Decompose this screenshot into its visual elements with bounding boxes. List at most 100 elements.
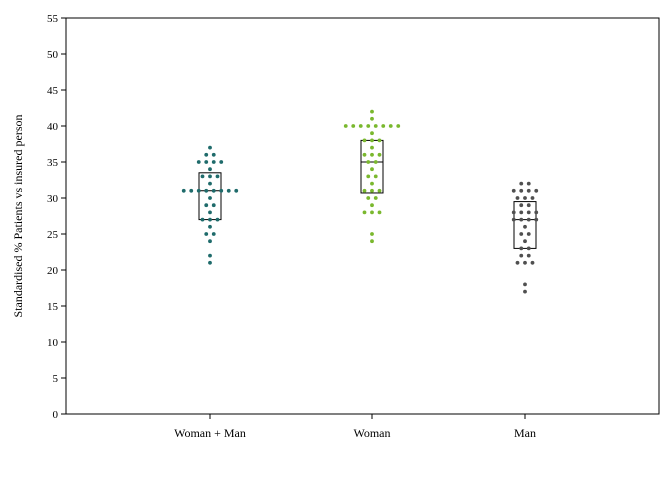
category-group: [181, 145, 239, 265]
data-point: [388, 124, 393, 128]
data-point: [200, 174, 205, 179]
data-point: [534, 210, 539, 215]
data-point: [358, 124, 363, 128]
data-point: [370, 138, 374, 143]
data-point: [219, 188, 224, 193]
data-point: [370, 167, 374, 172]
data-point: [526, 181, 531, 186]
data-point: [523, 239, 527, 244]
category-group: [343, 109, 401, 244]
data-point: [204, 203, 209, 208]
data-point: [234, 188, 239, 193]
data-point: [526, 253, 531, 258]
y-tick-label: 5: [53, 373, 59, 385]
data-point: [351, 124, 356, 128]
data-point: [519, 253, 524, 258]
data-point: [526, 217, 531, 222]
data-point: [219, 160, 224, 164]
data-point: [519, 217, 524, 222]
y-axis: 0 5 10 15 20 25 30 35 40 45 50 55: [47, 13, 66, 421]
data-point: [519, 232, 524, 236]
data-point: [204, 160, 209, 164]
y-axis-title: Standardised % Patients vs insured perso…: [11, 115, 25, 318]
data-point: [362, 138, 367, 143]
data-point: [204, 188, 209, 193]
plot-frame: [65, 17, 660, 415]
data-point: [373, 160, 378, 164]
data-point: [366, 160, 371, 164]
data-point: [211, 232, 216, 236]
data-point: [208, 239, 212, 244]
data-point: [511, 210, 516, 215]
data-point: [215, 217, 220, 222]
data-point: [196, 160, 201, 164]
data-point: [373, 174, 378, 179]
data-point: [208, 210, 212, 215]
data-point: [511, 217, 516, 222]
data-point: [366, 196, 371, 200]
data-point: [181, 188, 186, 193]
data-point: [362, 188, 367, 193]
data-point: [373, 124, 378, 128]
data-point: [208, 260, 212, 265]
data-point: [523, 282, 527, 287]
data-point: [208, 224, 212, 229]
data-point: [530, 260, 535, 265]
data-point: [362, 210, 367, 215]
data-point: [534, 188, 539, 193]
data-point: [208, 196, 212, 200]
data-point: [366, 174, 371, 179]
data-point: [211, 203, 216, 208]
data-point: [200, 217, 205, 222]
chart-marks: [181, 109, 539, 294]
x-category-label: Man: [514, 426, 536, 440]
data-point: [204, 152, 209, 157]
data-point: [526, 232, 531, 236]
data-point: [396, 124, 401, 128]
data-point: [343, 124, 348, 128]
data-point: [530, 196, 535, 200]
data-point: [526, 210, 531, 215]
x-category-label: Woman + Man: [174, 426, 246, 440]
data-point: [196, 188, 201, 193]
data-point: [204, 232, 209, 236]
data-point: [370, 109, 374, 114]
iqr-box: [513, 201, 537, 249]
y-tick-label: 50: [47, 49, 59, 61]
data-point: [208, 253, 212, 258]
data-point: [226, 188, 231, 193]
data-point: [511, 188, 516, 193]
data-point: [370, 131, 374, 136]
y-tick-label: 45: [47, 85, 59, 97]
data-point: [377, 138, 382, 143]
data-point: [362, 152, 367, 157]
plot-border: [65, 17, 660, 415]
data-point: [519, 188, 524, 193]
data-point: [515, 196, 520, 200]
data-point: [208, 217, 212, 222]
data-point: [523, 289, 527, 294]
data-point: [370, 145, 374, 150]
data-point: [523, 196, 527, 200]
data-point: [370, 232, 374, 236]
data-point: [211, 152, 216, 157]
data-point: [370, 210, 374, 215]
data-point: [523, 260, 527, 265]
y-tick-label: 10: [47, 337, 59, 349]
data-point: [208, 167, 212, 172]
data-point: [189, 188, 194, 193]
data-point: [211, 160, 216, 164]
y-tick-label: 55: [47, 13, 59, 25]
y-tick-label: 0: [53, 409, 59, 421]
data-point: [519, 203, 524, 208]
data-point: [370, 239, 374, 244]
data-point: [519, 246, 524, 251]
data-point: [377, 152, 382, 157]
data-point: [515, 260, 520, 265]
data-point: [366, 124, 371, 128]
data-point: [211, 188, 216, 193]
category-group: [511, 181, 539, 294]
data-point: [208, 174, 212, 179]
